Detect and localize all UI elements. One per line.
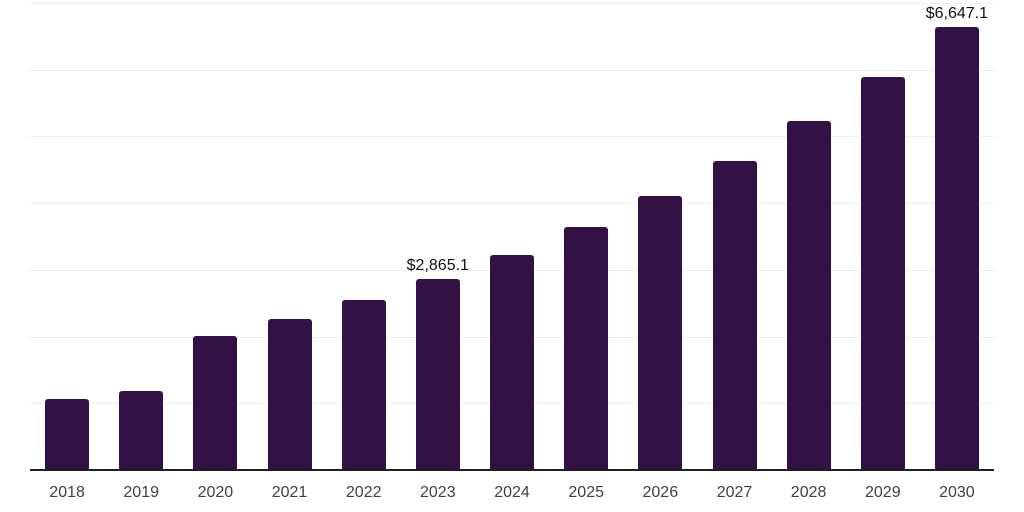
x-tick-2029: 2029	[865, 484, 901, 501]
x-tick-2025: 2025	[568, 484, 604, 501]
x-tick-2028: 2028	[790, 484, 827, 501]
data-label-2023: $2,865.1	[406, 256, 469, 274]
x-tick-2024: 2024	[494, 484, 530, 501]
gridline-4000	[30, 203, 994, 205]
bar-2019[interactable]	[119, 390, 164, 470]
x-tick-2027: 2027	[716, 484, 753, 501]
bar-2024[interactable]	[490, 254, 534, 470]
bar-2029[interactable]	[860, 77, 905, 470]
bar-2025[interactable]	[564, 226, 609, 470]
bar-2030[interactable]	[934, 26, 979, 470]
x-tick-2021: 2021	[271, 484, 308, 501]
bar-2023[interactable]	[415, 278, 460, 470]
x-tick-2030: 2030	[939, 484, 975, 501]
x-tick-2018: 2018	[49, 484, 85, 501]
data-label-2030: $6,647.1	[925, 4, 989, 22]
bar-2021[interactable]	[267, 318, 312, 470]
gridline-6000	[30, 69, 994, 71]
bar-2020[interactable]	[193, 335, 238, 470]
x-tick-2023: 2023	[420, 484, 456, 501]
bar-2018[interactable]	[45, 398, 90, 470]
x-axis-line	[30, 469, 994, 471]
gridline-7000	[30, 3, 994, 4]
bar-2027[interactable]	[712, 160, 757, 470]
x-tick-2020: 2020	[197, 484, 234, 501]
x-tick-2026: 2026	[642, 484, 679, 501]
x-tick-2019: 2019	[123, 484, 159, 501]
x-tick-2022: 2022	[345, 484, 382, 501]
bar-2028[interactable]	[786, 121, 831, 470]
bar-2026[interactable]	[638, 195, 683, 470]
gridline-5000	[30, 136, 994, 138]
bar-2022[interactable]	[341, 300, 386, 470]
